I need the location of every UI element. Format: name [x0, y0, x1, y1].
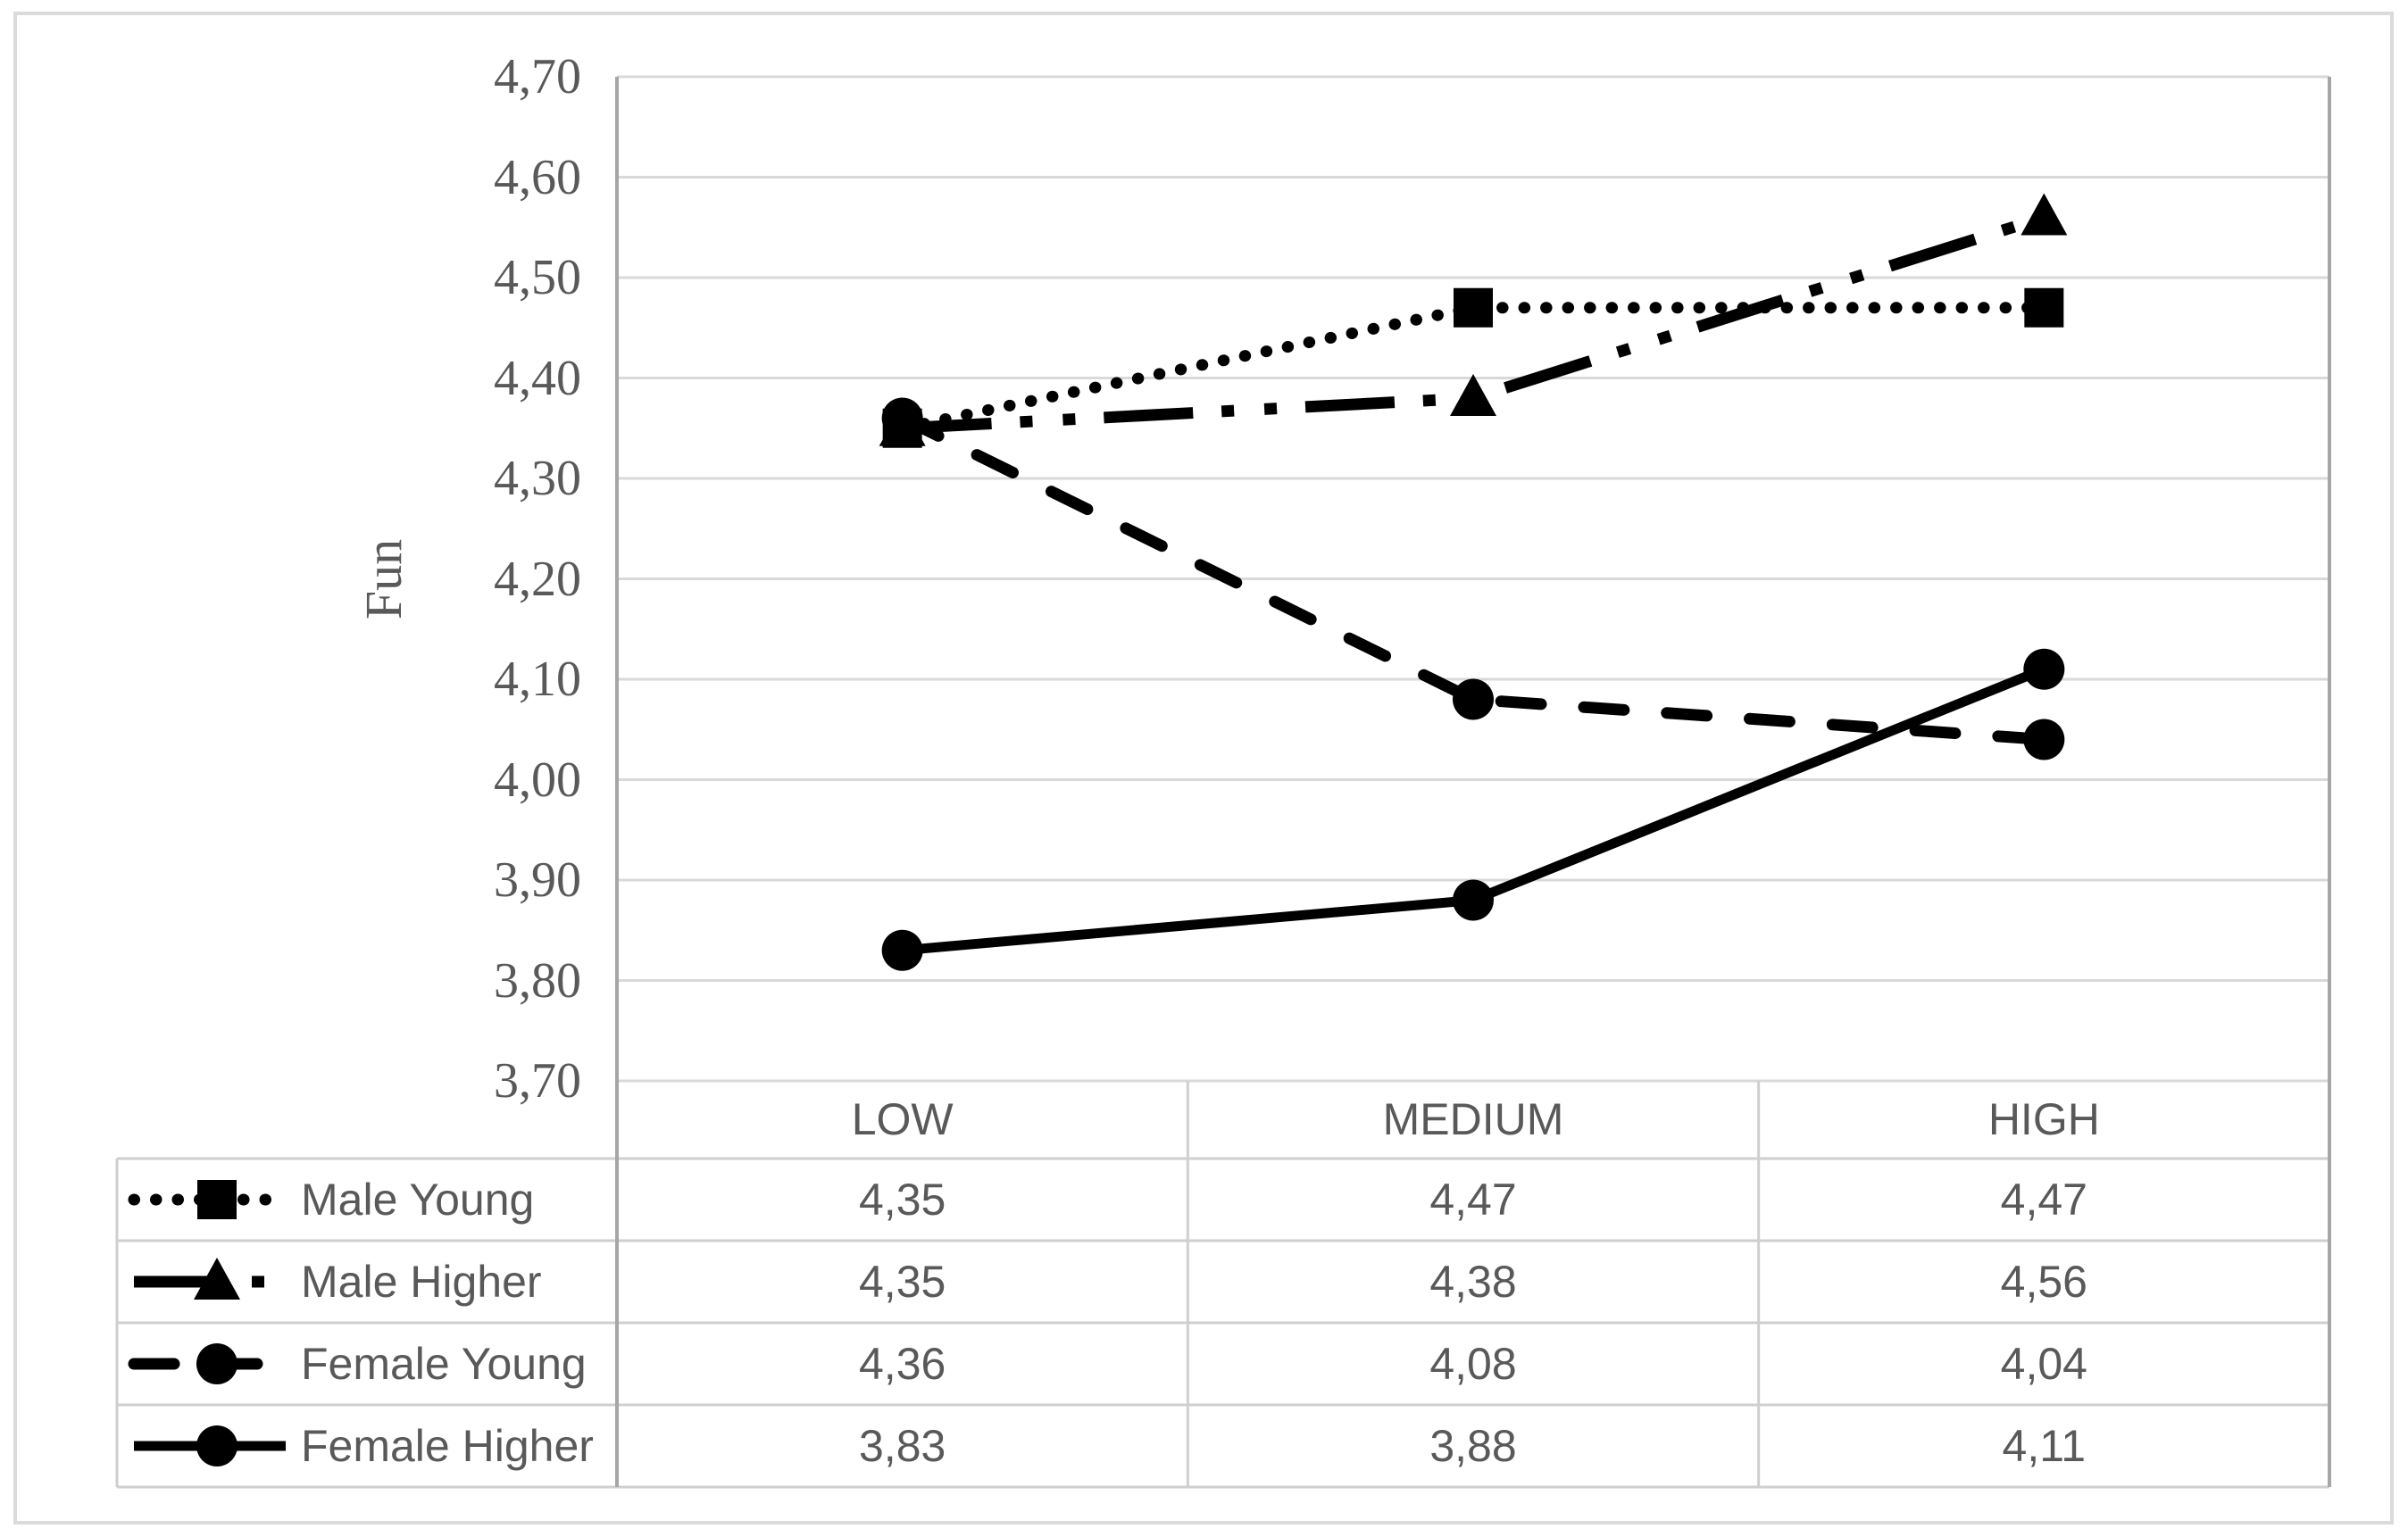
table-value-female-higher-medium: 3,88 [1429, 1421, 1517, 1471]
table-value-male-young-medium: 4,47 [1429, 1175, 1517, 1225]
table-value-male-higher-medium: 4,38 [1429, 1257, 1517, 1307]
y-tick-label-4_70: 4,70 [494, 49, 581, 104]
x-category-header-medium: MEDIUM [1382, 1094, 1564, 1144]
legend-key-male-higher [134, 1258, 286, 1300]
table-value-male-young-high: 4,47 [2000, 1175, 2087, 1225]
table-value-female-young-high: 4,04 [2000, 1339, 2087, 1389]
y-tick-label-3_70: 3,70 [494, 1053, 581, 1109]
y-tick-label-4_30: 4,30 [494, 451, 581, 506]
y-tick-label-4_50: 4,50 [494, 250, 581, 305]
table-value-male-higher-high: 4,56 [2000, 1257, 2087, 1307]
legend-key-female-young [128, 1343, 292, 1384]
table-value-male-higher-low: 4,35 [859, 1257, 946, 1307]
series-line-male-young [896, 302, 2050, 435]
series-marker-male-higher-high [2021, 193, 2068, 236]
series-marker-male-higher-medium [1450, 374, 1496, 416]
series-marker-female-higher-high [2023, 648, 2065, 690]
legend-marker-male-higher [194, 1258, 240, 1300]
legend-label-male-young: Male Young [301, 1175, 535, 1225]
series-marker-female-young-low [881, 397, 923, 439]
y-tick-label-4_10: 4,10 [494, 652, 581, 707]
series-marker-female-young-medium [1453, 678, 1494, 720]
y-tick-label-4_40: 4,40 [494, 350, 581, 406]
table-value-female-young-low: 4,36 [859, 1339, 946, 1389]
legend-key-male-young [128, 1180, 292, 1219]
table-value-female-higher-low: 3,83 [859, 1421, 946, 1471]
series-marker-female-higher-medium [1453, 879, 1494, 921]
legend-label-female-young: Female Young [301, 1339, 587, 1389]
series-marker-male-young-medium [1454, 287, 1493, 328]
legend-marker-male-young [197, 1180, 237, 1219]
y-tick-label-4_60: 4,60 [494, 149, 581, 205]
table-value-male-young-low: 4,35 [859, 1175, 946, 1225]
table-value-female-higher-high: 4,11 [2002, 1421, 2087, 1471]
table-value-female-young-medium: 4,08 [1429, 1339, 1517, 1389]
x-category-header-low: LOW [851, 1094, 954, 1144]
y-tick-label-3_90: 3,90 [494, 852, 581, 908]
legend-label-female-higher: Female Higher [301, 1421, 594, 1471]
y-tick-label-4_00: 4,00 [494, 752, 581, 808]
legend-key-female-higher [134, 1425, 286, 1466]
series-marker-female-young-high [2023, 719, 2065, 760]
series-marker-female-higher-low [881, 929, 923, 971]
series-marker-male-young-high [2024, 287, 2064, 328]
x-category-header-high: HIGH [1987, 1094, 2100, 1144]
series-line-female-young [896, 412, 2050, 745]
legend-label-male-higher: Male Higher [301, 1257, 542, 1307]
y-tick-label-4_20: 4,20 [494, 551, 581, 607]
legend-marker-female-higher [196, 1425, 237, 1466]
y-tick-label-3_80: 3,80 [494, 952, 581, 1009]
legend-marker-female-young [196, 1343, 237, 1384]
